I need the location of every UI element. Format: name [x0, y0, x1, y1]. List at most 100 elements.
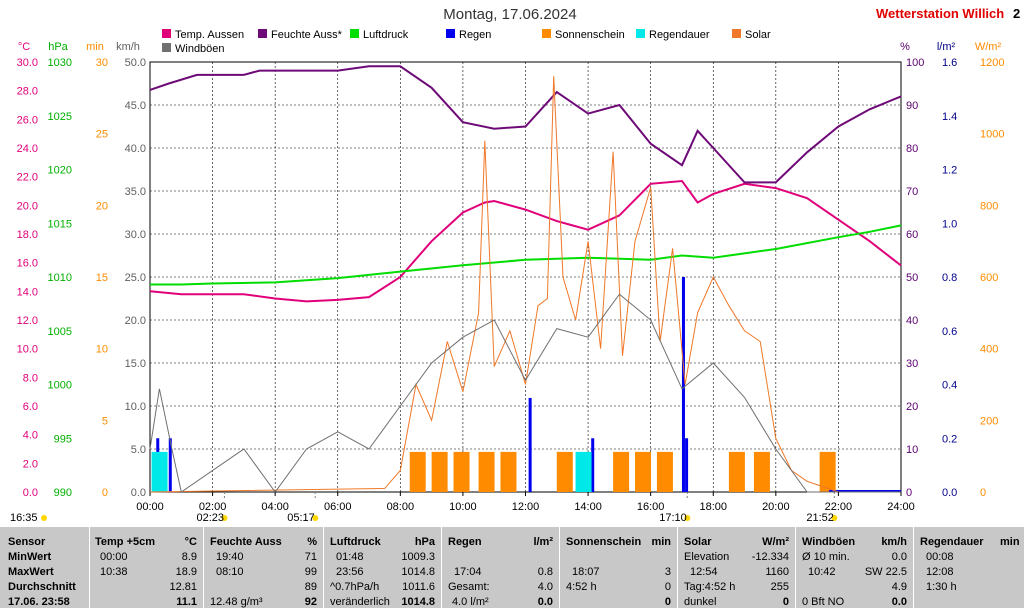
line-temp-aussen	[149, 179, 902, 303]
bar-sonnenschein	[431, 451, 448, 492]
y-tick-pct: 100	[906, 57, 924, 69]
y-tick-pct: 90	[906, 100, 918, 112]
axis-unit-press: hPa	[48, 41, 68, 53]
row-label-avg: Durchschnitt	[8, 581, 76, 593]
raindur-head: Regendauer	[920, 536, 984, 548]
raindur-unit: min	[1000, 536, 1020, 548]
temp-min-time: 00:00	[100, 551, 128, 563]
marker-label: 05:17	[287, 512, 315, 524]
y-tick-min: 5	[102, 415, 108, 427]
x-tick-label: 12:00	[512, 501, 540, 513]
y-tick-temp: 10.0	[17, 344, 38, 356]
y-tick-wm2: 800	[980, 200, 998, 212]
y-tick-min: 30	[96, 57, 108, 69]
y-tick-kmh: 45.0	[125, 100, 146, 112]
y-tick-pct: 0	[906, 487, 912, 499]
wind-head: Windböen	[802, 536, 856, 548]
press-current: 1014.8	[401, 596, 435, 608]
stats-col-labels: Sensor MinWert MaxWert Durchschnitt 17.0…	[0, 527, 90, 608]
y-tick-pct: 60	[906, 229, 918, 241]
legend-swatch	[162, 29, 171, 38]
x-tick-label: 20:00	[762, 501, 790, 513]
y-tick-temp: 20.0	[17, 200, 38, 212]
y-tick-temp: 0.0	[23, 487, 38, 499]
x-tick-label: 10:00	[449, 501, 477, 513]
x-tick-label: 04:00	[261, 501, 289, 513]
stats-col-wind: Windböen km/h Ø 10 min. 0.0 10:42 SW 22.…	[796, 527, 914, 608]
moon-sun-icon	[221, 515, 228, 521]
y-tick-pct: 50	[906, 272, 918, 284]
legend-swatch	[350, 29, 359, 38]
solar-unit: W/m²	[762, 536, 789, 548]
line-windb-en	[149, 293, 901, 493]
stats-table: Sensor MinWert MaxWert Durchschnitt 17.0…	[0, 527, 1024, 608]
legend-label: Luftdruck	[363, 29, 409, 41]
weather-chart: °C hPa min km/h% l/m² W/m² Temp. Aussen Feucht…	[10, 29, 1004, 524]
press-max-value: 1014.8	[401, 566, 435, 578]
x-axis-ticks: 00:00 02:00 04:00 06:00 08:00 10:00 12:00 14:00…	[136, 492, 915, 513]
bar-sonnenschein	[728, 451, 745, 492]
bar-regen	[681, 277, 685, 492]
solar-state: dunkel	[684, 596, 717, 608]
hum-avg: 89	[304, 581, 317, 593]
time-markers: 16:35 02:23 05:17 17:10 21:52	[10, 492, 838, 524]
temp-max-time: 10:38	[100, 566, 128, 578]
rain-current: 0.0	[537, 596, 553, 608]
y-tick-temp: 6.0	[23, 401, 38, 413]
row-label-current: 17.06. 23:58	[8, 596, 70, 608]
bar-sonnenschein	[478, 451, 495, 492]
solar-day: Tag:4:52 h	[684, 581, 736, 593]
sun-max-time: 18:07	[572, 566, 600, 578]
station-name-extra: 2	[1013, 6, 1021, 21]
temp-unit: °C	[184, 536, 197, 548]
x-tick-label: 22:00	[825, 501, 853, 513]
bar-sonnenschein	[656, 451, 673, 492]
y-tick-lm2: 0.6	[942, 326, 957, 338]
y-tick-temp: 26.0	[17, 114, 38, 126]
line-luftdruck	[150, 224, 902, 286]
raindur-min-time: 00:08	[926, 551, 954, 563]
stats-col-solar: Solar W/m² Elevation -12.334 12:54 1160 …	[678, 527, 796, 608]
marker-sunrise-label: 16:35	[10, 512, 38, 524]
temp-max-value: 18.9	[175, 566, 197, 578]
bar-sonnenschein	[819, 451, 836, 492]
sun-avg: 0	[664, 581, 671, 593]
y-tick-temp: 8.0	[23, 372, 38, 384]
y-tick-temp: 28.0	[17, 86, 38, 98]
legend-swatch	[162, 43, 171, 52]
x-tick-label: 06:00	[324, 501, 352, 513]
raindur-total: 1:30 h	[926, 581, 957, 593]
y-tick-pct: 10	[906, 444, 918, 456]
y-tick-lm2: 0.0	[942, 487, 957, 499]
y-tick-temp: 30.0	[17, 57, 38, 69]
wind-max-value: SW 22.5	[864, 566, 907, 578]
y-tick-temp: 4.0	[23, 430, 38, 442]
axis-unit-wm2: W/m²	[975, 41, 1002, 53]
x-tick-label: 02:00	[199, 501, 227, 513]
y-tick-kmh: 30.0	[125, 229, 146, 241]
bar-sonnenschein	[453, 451, 470, 492]
y-tick-press: 1030	[48, 57, 72, 69]
axis-unit-kmh: km/h	[116, 41, 140, 53]
bar-regen	[528, 397, 532, 492]
stats-col-pressure: Luftdruck hPa 01:48 1009.3 23:56 1014.8 …	[324, 527, 442, 608]
y-tick-min: 10	[96, 344, 108, 356]
legend-swatch	[258, 29, 267, 38]
chart-legend: Temp. Aussen Feuchte Auss* Luftdruck Regen S…	[162, 29, 771, 55]
hum-abs: 12.48 g/m³	[210, 596, 263, 608]
row-label-min: MinWert	[8, 551, 52, 563]
stats-col-temp: Temp +5cm °C 00:00 8.9 10:38 18.9 12.81 …	[90, 527, 204, 608]
solar-max-value: 1160	[765, 566, 789, 578]
y-tick-lm2: 0.4	[942, 380, 957, 392]
moon-sun-icon	[831, 515, 838, 521]
press-trend: ^0.7hPa/h	[330, 581, 380, 593]
bar-sonnenschein	[613, 451, 630, 492]
marker-label: 02:23	[196, 512, 224, 524]
y-tick-lm2: 1.2	[942, 165, 957, 177]
y-tick-pct: 80	[906, 143, 918, 155]
y-tick-temp: 16.0	[17, 258, 38, 270]
sun-current: 0	[664, 596, 671, 608]
wind-avg: 4.9	[891, 581, 907, 593]
y-tick-kmh: 10.0	[125, 401, 146, 413]
y-tick-temp: 22.0	[17, 172, 38, 184]
